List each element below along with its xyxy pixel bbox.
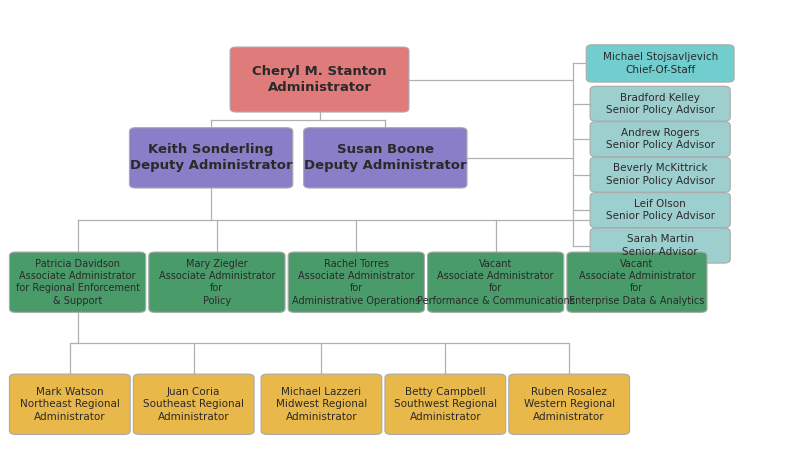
Text: Juan Coria
Southeast Regional
Administrator: Juan Coria Southeast Regional Administra… [143,387,244,422]
Text: Michael Stojsavljevich
Chief-Of-Staff: Michael Stojsavljevich Chief-Of-Staff [603,52,718,75]
Text: Vacant
Associate Administrator
for
Enterprise Data & Analytics: Vacant Associate Administrator for Enter… [570,258,705,306]
FancyBboxPatch shape [288,252,424,313]
Text: Vacant
Associate Administrator
for
Performance & Communications: Vacant Associate Administrator for Perfo… [416,258,574,306]
FancyBboxPatch shape [134,374,254,434]
FancyBboxPatch shape [586,45,734,82]
Text: Andrew Rogers
Senior Policy Advisor: Andrew Rogers Senior Policy Advisor [606,128,715,150]
FancyBboxPatch shape [590,86,730,121]
FancyBboxPatch shape [427,252,564,313]
Text: Betty Campbell
Southwest Regional
Administrator: Betty Campbell Southwest Regional Admini… [393,387,497,422]
FancyBboxPatch shape [230,47,409,112]
FancyBboxPatch shape [590,122,730,157]
Text: Beverly McKittrick
Senior Policy Advisor: Beverly McKittrick Senior Policy Advisor [606,164,715,186]
FancyBboxPatch shape [261,374,382,434]
FancyBboxPatch shape [567,252,707,313]
Text: Ruben Rosalez
Western Regional
Administrator: Ruben Rosalez Western Regional Administr… [524,387,615,422]
Text: Patricia Davidson
Associate Administrator
for Regional Enforcement
& Support: Patricia Davidson Associate Administrato… [16,258,140,306]
FancyBboxPatch shape [9,252,145,313]
FancyBboxPatch shape [590,193,730,227]
Text: Mark Watson
Northeast Regional
Administrator: Mark Watson Northeast Regional Administr… [20,387,120,422]
FancyBboxPatch shape [9,374,130,434]
Text: Michael Lazzeri
Midwest Regional
Administrator: Michael Lazzeri Midwest Regional Adminis… [276,387,367,422]
FancyBboxPatch shape [590,157,730,192]
Text: Rachel Torres
Associate Administrator
for
Administrative Operations: Rachel Torres Associate Administrator fo… [292,258,420,306]
Text: Cheryl M. Stanton
Administrator: Cheryl M. Stanton Administrator [252,65,387,94]
FancyBboxPatch shape [130,128,293,188]
FancyBboxPatch shape [590,228,730,263]
FancyBboxPatch shape [149,252,285,313]
FancyBboxPatch shape [509,374,630,434]
Text: Bradford Kelley
Senior Policy Advisor: Bradford Kelley Senior Policy Advisor [606,93,715,115]
Text: Sarah Martin
Senior Advisor: Sarah Martin Senior Advisor [623,235,698,257]
Text: Mary Ziegler
Associate Administrator
for
Policy: Mary Ziegler Associate Administrator for… [159,258,275,306]
FancyBboxPatch shape [385,374,506,434]
Text: Susan Boone
Deputy Administrator: Susan Boone Deputy Administrator [304,143,467,172]
Text: Keith Sonderling
Deputy Administrator: Keith Sonderling Deputy Administrator [130,143,292,172]
FancyBboxPatch shape [303,128,467,188]
Text: Leif Olson
Senior Policy Advisor: Leif Olson Senior Policy Advisor [606,199,715,221]
